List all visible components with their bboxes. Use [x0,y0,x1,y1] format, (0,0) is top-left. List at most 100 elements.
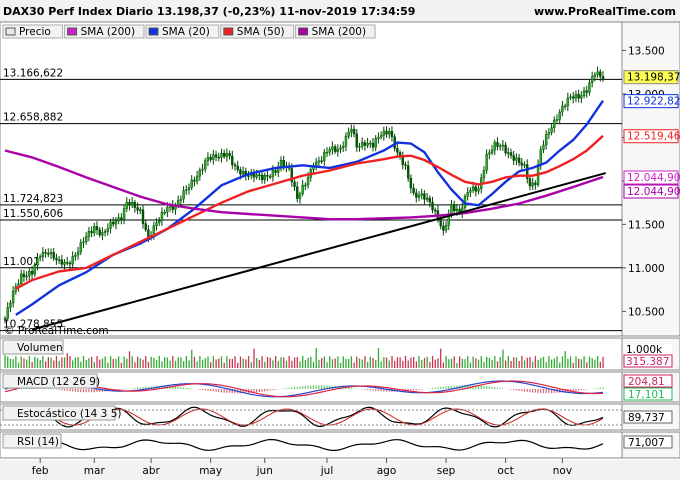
candle-body-117 [320,160,323,162]
volume-bar-1 [7,356,9,368]
candle-body-143 [390,131,394,137]
candle-body-96 [263,175,266,180]
right-label-4: 12.044,90 [627,186,680,198]
volume-bar-18 [53,360,55,368]
volume-bar-58 [161,361,163,368]
volume-bar-108 [296,357,298,368]
volume-bar-190 [518,361,520,368]
volume-bar-150 [410,357,412,368]
volume-bar-118 [323,356,325,368]
volume-bar-207 [564,351,566,368]
right-label-box-2 [623,129,679,144]
candle-body-119 [325,151,329,154]
volume-bar-64 [177,357,179,368]
candle-body-57 [158,220,161,224]
volume-bar-196 [534,356,537,368]
volume-bar-86 [237,362,239,368]
volume-bar-116 [318,359,320,368]
volume-bar-80 [220,356,223,368]
candle-body-178 [485,153,488,171]
candle-body-23 [66,262,69,264]
volume-bar-33 [93,362,95,368]
volume-bar-90 [247,356,250,368]
volume-bar-220 [599,361,601,368]
macd-value-1: 204,81 [628,376,665,388]
candle-body-126 [344,136,348,147]
volume-bar-26 [74,357,77,368]
volume-bar-10 [31,361,33,368]
volume-bar-109 [299,361,301,368]
volume-bar-148 [404,356,407,368]
candle-body-111 [304,184,307,187]
volume-bar-114 [312,361,315,368]
volume-bar-99 [272,360,274,368]
volume-bar-214 [583,356,585,368]
volume-bar-69 [191,349,193,368]
candle-body-52 [144,223,147,230]
x-tick-label-8: oct [497,465,513,477]
volume-bar-105 [288,356,290,368]
candle-body-7 [22,273,26,278]
trendline[interactable] [31,172,606,331]
x-tick-label-2: abr [142,465,160,477]
volume-bar-127 [348,359,350,368]
volume-bar-61 [169,360,171,368]
candle-body-0 [3,318,7,320]
candle-body-21 [60,259,64,265]
volume-bar-62 [172,356,174,368]
candle-body-201 [547,132,551,135]
site-link[interactable]: www.ProRealTime.com [534,5,676,18]
candle-body-1 [6,307,9,319]
stoch-label-box [2,405,116,421]
volume-bar-110 [302,356,304,368]
candle-body-151 [412,187,415,194]
macd-label-box [2,373,98,389]
legend-item-2 [145,24,220,39]
volume-bar-183 [499,357,501,368]
rsi-value-box [623,435,673,449]
candle-body-46 [128,201,131,206]
candle-body-179 [488,152,491,155]
candle-body-142 [388,131,391,135]
right-label-box-4 [623,184,679,199]
volume-bar-216 [588,356,591,368]
volume-bar-81 [223,362,225,368]
candle-body-184 [501,144,505,147]
candle-body-24 [68,262,72,265]
volume-bar-201 [548,356,550,368]
volume-bar-153 [418,356,420,368]
volume-bar-117 [320,358,323,368]
volume-bar-45 [126,358,128,368]
candle-body-141 [385,130,388,135]
volume-bar-135 [369,356,371,368]
candle-body-35 [98,229,101,236]
volume-bar-164 [448,359,450,368]
x-tick-label-0: feb [32,465,49,477]
candle-body-66 [182,190,185,200]
candle-body-123 [336,149,340,152]
level-label-5: 10.278,855 [3,319,63,331]
candle-body-118 [323,152,326,162]
volume-bar-88 [242,358,244,368]
volume-bar-30 [85,359,87,368]
candle-body-167 [455,208,459,212]
candle-body-137 [374,138,377,148]
volume-bar-63 [174,360,177,368]
candle-body-162 [442,225,445,231]
volume-bar-29 [82,356,85,368]
candle-body-26 [74,254,77,257]
candle-body-86 [236,165,239,170]
level-label-3: 11.550,606 [3,208,63,220]
candle-body-2 [9,302,12,308]
volume-bar-151 [412,357,415,368]
candle-body-172 [469,189,472,193]
candle-body-196 [534,182,537,185]
volume-bar-197 [537,359,539,368]
candle-body-69 [190,179,193,188]
volume-bar-47 [131,356,133,368]
volume-bar-12 [36,357,39,368]
volume-bar-15 [44,361,47,368]
candle-body-194 [528,178,532,187]
volume-value-box-1 [624,344,672,356]
volume-bar-143 [391,356,393,368]
